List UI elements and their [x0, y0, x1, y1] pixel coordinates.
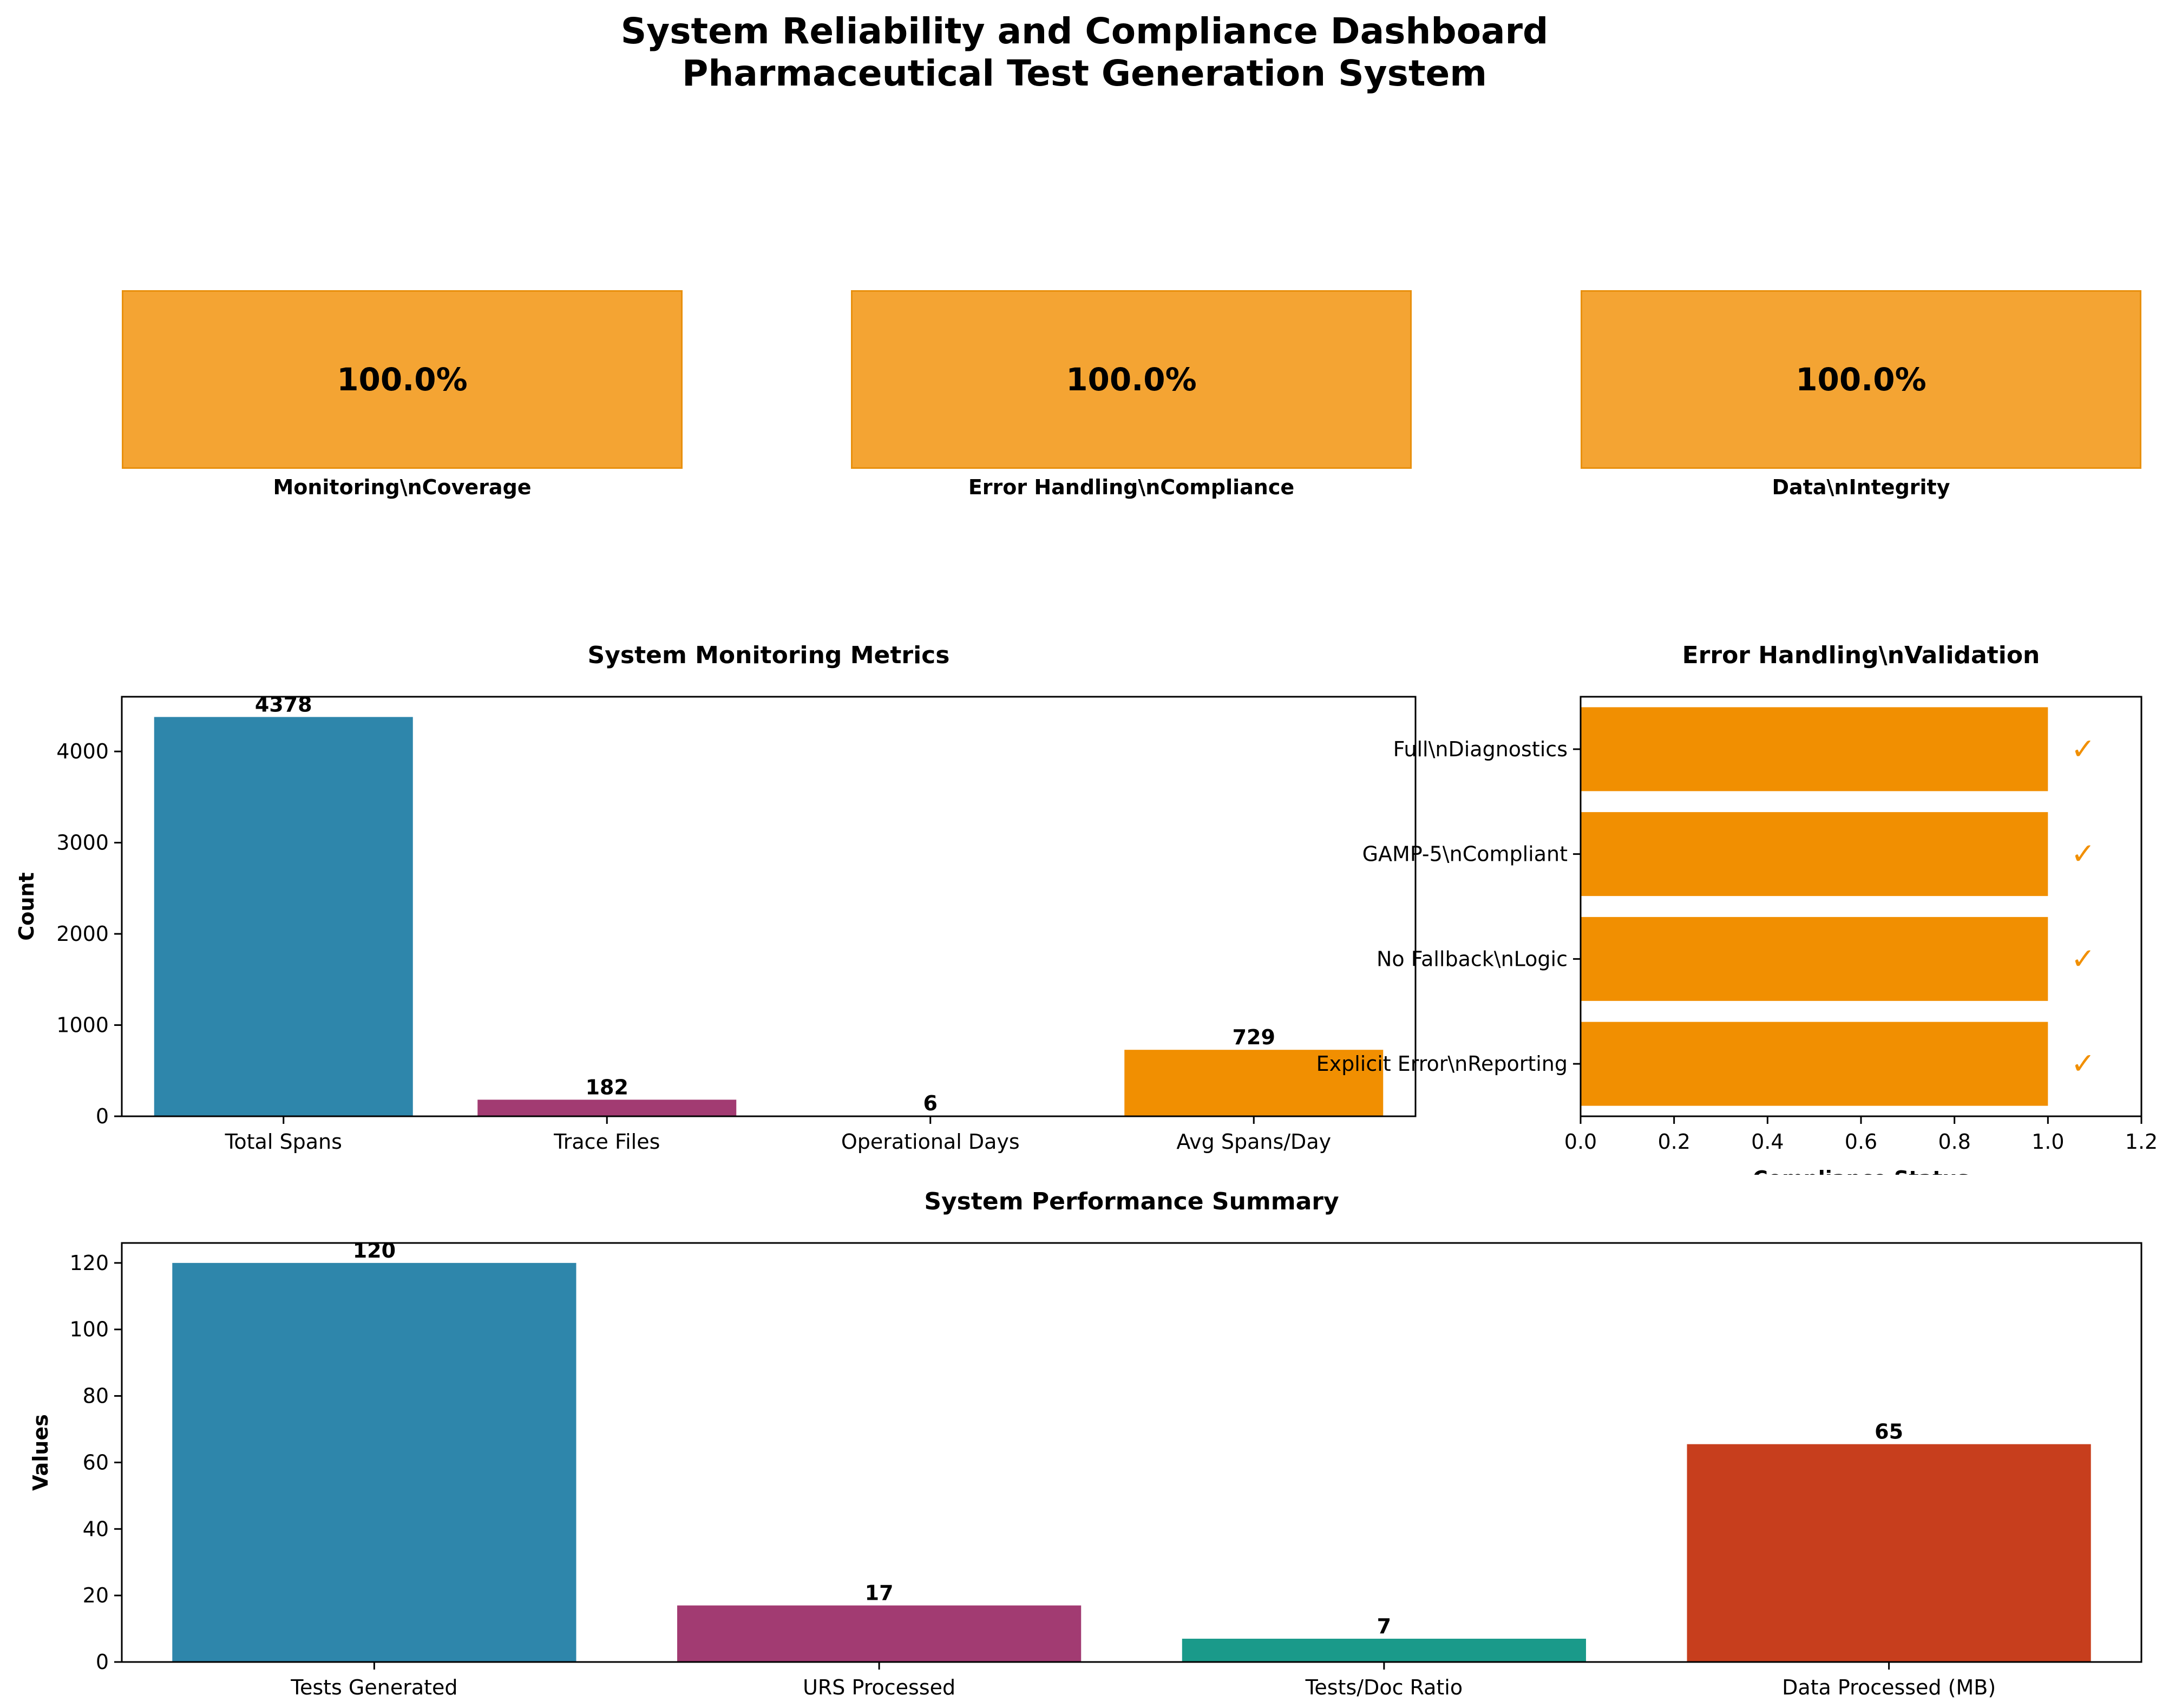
error-handling-ytick-label-no-fallback-logic: No Fallback\nLogic [1377, 947, 1568, 971]
performance-ytick-label: 20 [83, 1583, 109, 1607]
monitoring-ytick-label: 3000 [56, 831, 109, 855]
error-handling-xtick-label: 0.0 [1564, 1130, 1597, 1154]
error-handling-chart: Error Handling\nValidation Compliance Sta… [1316, 642, 2158, 1175]
error-handling-xtick-label: 1.2 [2125, 1130, 2158, 1154]
performance-ytick-label: 80 [83, 1384, 109, 1408]
kpi-value-error-handling: 100.0% [1066, 361, 1197, 398]
monitoring-ytick-label: 0 [96, 1104, 109, 1128]
dashboard-subtitle: Pharmaceutical Test Generation System [682, 53, 1487, 94]
kpi-card-data-integrity: 100.0% [1581, 290, 2141, 469]
performance-ytick-label: 120 [69, 1251, 109, 1275]
kpi-card-error-handling: 100.0% [851, 290, 1412, 469]
performance-xtick-label-tests-doc-ratio: Tests/Doc Ratio [1305, 1676, 1463, 1699]
monitoring-xtick-label-avg-spans-day: Avg Spans/Day [1176, 1130, 1331, 1154]
kpi-label-monitoring: Monitoring\nCoverage [273, 475, 532, 499]
performance-value-label-urs-processed: 17 [865, 1581, 894, 1605]
error-handling-bar-gamp-5-compliant [1581, 812, 2048, 896]
error-handling-xtick-label: 1.0 [2032, 1130, 2064, 1154]
monitoring-xtick-label-total-spans: Total Spans [225, 1130, 342, 1154]
monitoring-ytick-label: 2000 [56, 922, 109, 946]
error-handling-bar-no-fallback-logic [1581, 917, 2048, 1001]
kpi-label-data-integrity: Data\nIntegrity [1772, 475, 1950, 499]
monitoring-ylabel: Count [15, 872, 38, 940]
error-handling-bar-full-diagnostics [1581, 707, 2048, 791]
monitoring-value-label-operational-days: 6 [923, 1091, 938, 1115]
error-handling-xtick-label: 0.6 [1845, 1130, 1877, 1154]
check-icon: ✓ [2071, 837, 2095, 871]
monitoring-ytick-label: 4000 [56, 740, 109, 763]
error-handling-xtick-label: 0.4 [1751, 1130, 1784, 1154]
monitoring-bar-avg-spans-day [1124, 1050, 1384, 1116]
monitoring-metrics-chart: System Monitoring Metrics Count 0 1000 2000 3… [15, 642, 1417, 1154]
kpi-card-monitoring: 100.0% [122, 290, 683, 469]
monitoring-title: System Monitoring Metrics [588, 642, 950, 669]
check-icon: ✓ [2071, 941, 2095, 976]
performance-bar-urs-processed [677, 1605, 1082, 1662]
performance-summary-chart: System Performance Summary Values 0 20 40 60 8… [29, 1188, 2142, 1699]
error-handling-xtick-label: 0.8 [1938, 1130, 1970, 1154]
monitoring-frame [121, 696, 1417, 1117]
error-handling-ytick-label-explicit-error-reporting: Explicit Error\nReporting [1316, 1052, 1568, 1076]
performance-bar-tests-doc-ratio [1182, 1639, 1586, 1662]
performance-ytick-label: 100 [69, 1318, 109, 1341]
performance-xtick-label-data-processed-mb: Data Processed (MB) [1782, 1676, 1996, 1699]
monitoring-value-label-avg-spans-day: 729 [1233, 1025, 1275, 1049]
performance-value-label-tests-generated: 120 [353, 1239, 396, 1262]
performance-ytick-label: 0 [96, 1650, 109, 1674]
kpi-label-error-handling: Error Handling\nCompliance [968, 475, 1295, 499]
error-handling-xtick-label: 0.2 [1657, 1130, 1690, 1154]
error-handling-xlabel: Compliance Status [1753, 1167, 1969, 1175]
kpi-value-monitoring: 100.0% [337, 361, 468, 398]
performance-bar-data-processed-mb [1687, 1444, 2091, 1662]
performance-value-label-tests-doc-ratio: 7 [1377, 1614, 1391, 1638]
error-handling-title: Error Handling\nValidation [1682, 642, 2040, 669]
performance-title: System Performance Summary [924, 1188, 1339, 1215]
error-handling-bar-explicit-error-reporting [1581, 1022, 2048, 1106]
check-icon: ✓ [2071, 732, 2095, 766]
performance-bar-tests-generated [172, 1262, 576, 1662]
monitoring-xtick-label-trace-files: Trace Files [553, 1130, 660, 1154]
monitoring-bar-total-spans [154, 717, 413, 1116]
performance-ytick-label: 40 [83, 1517, 109, 1541]
monitoring-xtick-label-operational-days: Operational Days [841, 1130, 1020, 1154]
error-handling-ytick-label-gamp-5-compliant: GAMP-5\nCompliant [1362, 842, 1568, 866]
kpi-value-data-integrity: 100.0% [1796, 361, 1926, 398]
monitoring-bar-trace-files [477, 1100, 737, 1116]
monitoring-ytick-label: 1000 [56, 1013, 109, 1037]
performance-value-label-data-processed-mb: 65 [1875, 1420, 1903, 1444]
error-handling-ytick-label-full-diagnostics: Full\nDiagnostics [1393, 737, 1568, 761]
performance-xtick-label-tests-generated: Tests Generated [290, 1676, 457, 1699]
monitoring-value-label-trace-files: 182 [586, 1075, 628, 1099]
check-icon: ✓ [2071, 1046, 2095, 1081]
performance-ylabel: Values [29, 1414, 53, 1490]
performance-frame [121, 1242, 2142, 1663]
performance-xtick-label-urs-processed: URS Processed [803, 1676, 955, 1699]
performance-ytick-label: 60 [83, 1450, 109, 1474]
dashboard-title: System Reliability and Compliance Dashbo… [620, 10, 1549, 52]
error-handling-frame [1580, 696, 2142, 1117]
